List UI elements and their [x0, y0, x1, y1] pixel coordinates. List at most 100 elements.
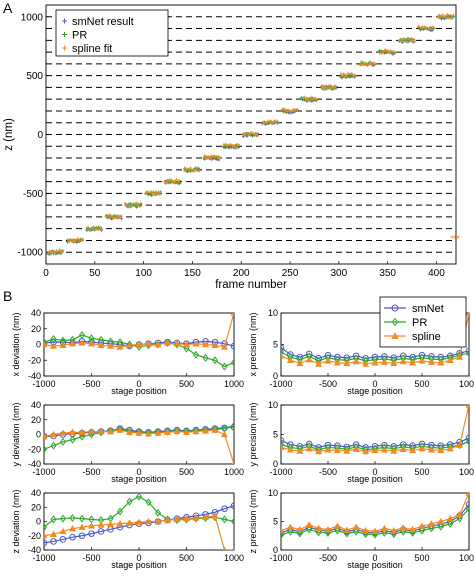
data-point [381, 50, 385, 55]
data-point [343, 74, 347, 79]
data-point [47, 249, 51, 254]
legend-marker [391, 304, 399, 312]
x-tick-label: 500 [179, 553, 194, 563]
data-point [465, 437, 469, 446]
data-point [60, 250, 64, 254]
data-point [163, 339, 172, 346]
data-point [137, 202, 141, 206]
data-point [385, 51, 389, 55]
data-point [222, 546, 227, 550]
x-tick-label: -500 [319, 553, 337, 563]
x-tick-label: 350 [379, 268, 396, 279]
data-point [116, 426, 124, 433]
data-point [53, 251, 58, 255]
data-point [155, 192, 159, 197]
data-point [437, 13, 442, 17]
chart-b-x-precision: -1000 -500 0 500 1000 0 5 10 stage position x pre… [248, 296, 474, 396]
data-point [76, 236, 80, 241]
x-tick-label: 1000 [224, 467, 244, 477]
data-point [362, 447, 370, 455]
y-tick-label: 10 [268, 308, 278, 318]
data-point [244, 131, 248, 136]
data-point [100, 227, 104, 231]
data-point [116, 214, 120, 219]
legend-label: smNet result [72, 16, 134, 28]
legend-label: spline fit [72, 43, 112, 55]
data-point [283, 107, 287, 112]
data-point [390, 447, 398, 454]
data-point [173, 340, 181, 347]
data-point [282, 110, 286, 114]
data-point [163, 516, 172, 523]
y-tick-label: 0 [36, 517, 41, 527]
data-point [409, 446, 417, 454]
data-point [97, 341, 105, 348]
data-point [333, 446, 341, 454]
data-point [439, 15, 443, 19]
data-point [169, 178, 173, 182]
data-point [256, 133, 260, 137]
data-point [399, 357, 407, 365]
data-point [57, 248, 62, 252]
data-point [340, 74, 344, 78]
data-point [432, 25, 436, 30]
data-point [296, 359, 304, 367]
data-point [230, 421, 234, 430]
data-point [399, 524, 407, 531]
x-tick-label: -500 [82, 467, 100, 477]
outlier-point [456, 235, 460, 239]
data-point [359, 60, 363, 64]
data-point [437, 446, 445, 454]
data-point [229, 142, 233, 147]
data-point [325, 86, 329, 90]
data-point [215, 154, 219, 159]
x-tick-label: -1000 [269, 553, 292, 563]
data-point [78, 331, 86, 340]
data-point [342, 72, 346, 76]
data-point [44, 445, 48, 454]
data-point [189, 166, 193, 170]
data-point [281, 531, 285, 540]
data-point [126, 497, 133, 506]
data-point [308, 98, 312, 102]
data-point [49, 530, 58, 538]
data-point [465, 434, 469, 442]
x-tick-label: 500 [179, 467, 194, 477]
y-tick-label: 5 [273, 340, 278, 350]
x-tick-label: -500 [82, 553, 100, 563]
legend-label: PR [412, 317, 427, 329]
data-point [164, 181, 168, 185]
data-point [418, 357, 426, 364]
data-point [310, 95, 314, 99]
y-axis-label: x precision (nm) [248, 312, 258, 376]
data-point [428, 524, 435, 533]
data-point [67, 239, 71, 243]
x-axis-label: frame number [215, 279, 287, 291]
data-point [211, 426, 219, 433]
data-point [281, 440, 285, 449]
data-point [380, 446, 388, 453]
data-point [194, 168, 198, 172]
x-tick-label: 200 [233, 268, 250, 279]
y-tick-label: 0 [273, 459, 278, 469]
y-axis-label: x deviation (nm) [11, 312, 21, 376]
data-point [44, 338, 48, 347]
data-point [163, 180, 167, 184]
data-point [106, 342, 115, 349]
data-point [343, 447, 351, 454]
data-point [334, 86, 338, 90]
data-point [437, 359, 445, 366]
outlier-point [450, 235, 454, 239]
legend-box [55, 9, 169, 57]
data-point [305, 356, 313, 363]
plot-area [44, 421, 234, 464]
data-point [422, 25, 426, 29]
data-point [211, 341, 219, 348]
data-point [59, 527, 67, 535]
data-point [412, 38, 416, 42]
data-point [352, 445, 360, 452]
data-point [235, 145, 239, 149]
y-axis-label: z precision (nm) [248, 489, 258, 553]
data-point [393, 51, 397, 55]
data-point [437, 517, 445, 525]
